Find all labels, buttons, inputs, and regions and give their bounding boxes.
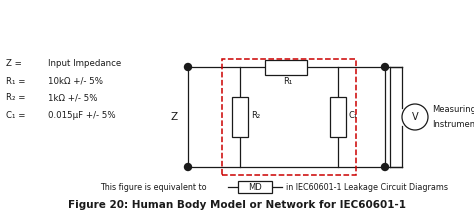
Text: C₁: C₁ bbox=[349, 111, 358, 120]
Text: R₂ =: R₂ = bbox=[6, 94, 26, 102]
Text: V: V bbox=[412, 112, 419, 122]
Text: Instrument: Instrument bbox=[432, 120, 474, 129]
Bar bbox=[222, 59, 356, 175]
Circle shape bbox=[382, 64, 389, 71]
Text: Input Impedance: Input Impedance bbox=[48, 60, 121, 69]
Circle shape bbox=[184, 164, 191, 171]
Text: Z =: Z = bbox=[6, 60, 22, 69]
Text: 1kΩ +/- 5%: 1kΩ +/- 5% bbox=[48, 94, 98, 102]
Text: Z: Z bbox=[171, 112, 178, 122]
Text: C₁ =: C₁ = bbox=[6, 111, 26, 120]
Text: R₂: R₂ bbox=[251, 111, 260, 120]
Circle shape bbox=[184, 64, 191, 71]
Text: Measuring: Measuring bbox=[432, 105, 474, 114]
Text: in IEC60601-1 Leakage Circuit Diagrams: in IEC60601-1 Leakage Circuit Diagrams bbox=[286, 182, 448, 191]
Bar bbox=[330, 97, 346, 137]
Text: 0.015µF +/- 5%: 0.015µF +/- 5% bbox=[48, 111, 116, 120]
Text: 10kΩ +/- 5%: 10kΩ +/- 5% bbox=[48, 76, 103, 85]
Text: MD: MD bbox=[248, 182, 262, 191]
Bar bbox=[232, 97, 248, 137]
Circle shape bbox=[402, 104, 428, 130]
Text: This figure is equivalent to: This figure is equivalent to bbox=[100, 182, 207, 191]
Text: Figure 20: Human Body Model or Network for IEC60601-1: Figure 20: Human Body Model or Network f… bbox=[68, 200, 406, 210]
Text: R₁ =: R₁ = bbox=[6, 76, 26, 85]
Circle shape bbox=[382, 164, 389, 171]
Text: R₁: R₁ bbox=[283, 78, 292, 87]
Bar bbox=[238, 181, 272, 193]
Bar bbox=[265, 60, 308, 74]
